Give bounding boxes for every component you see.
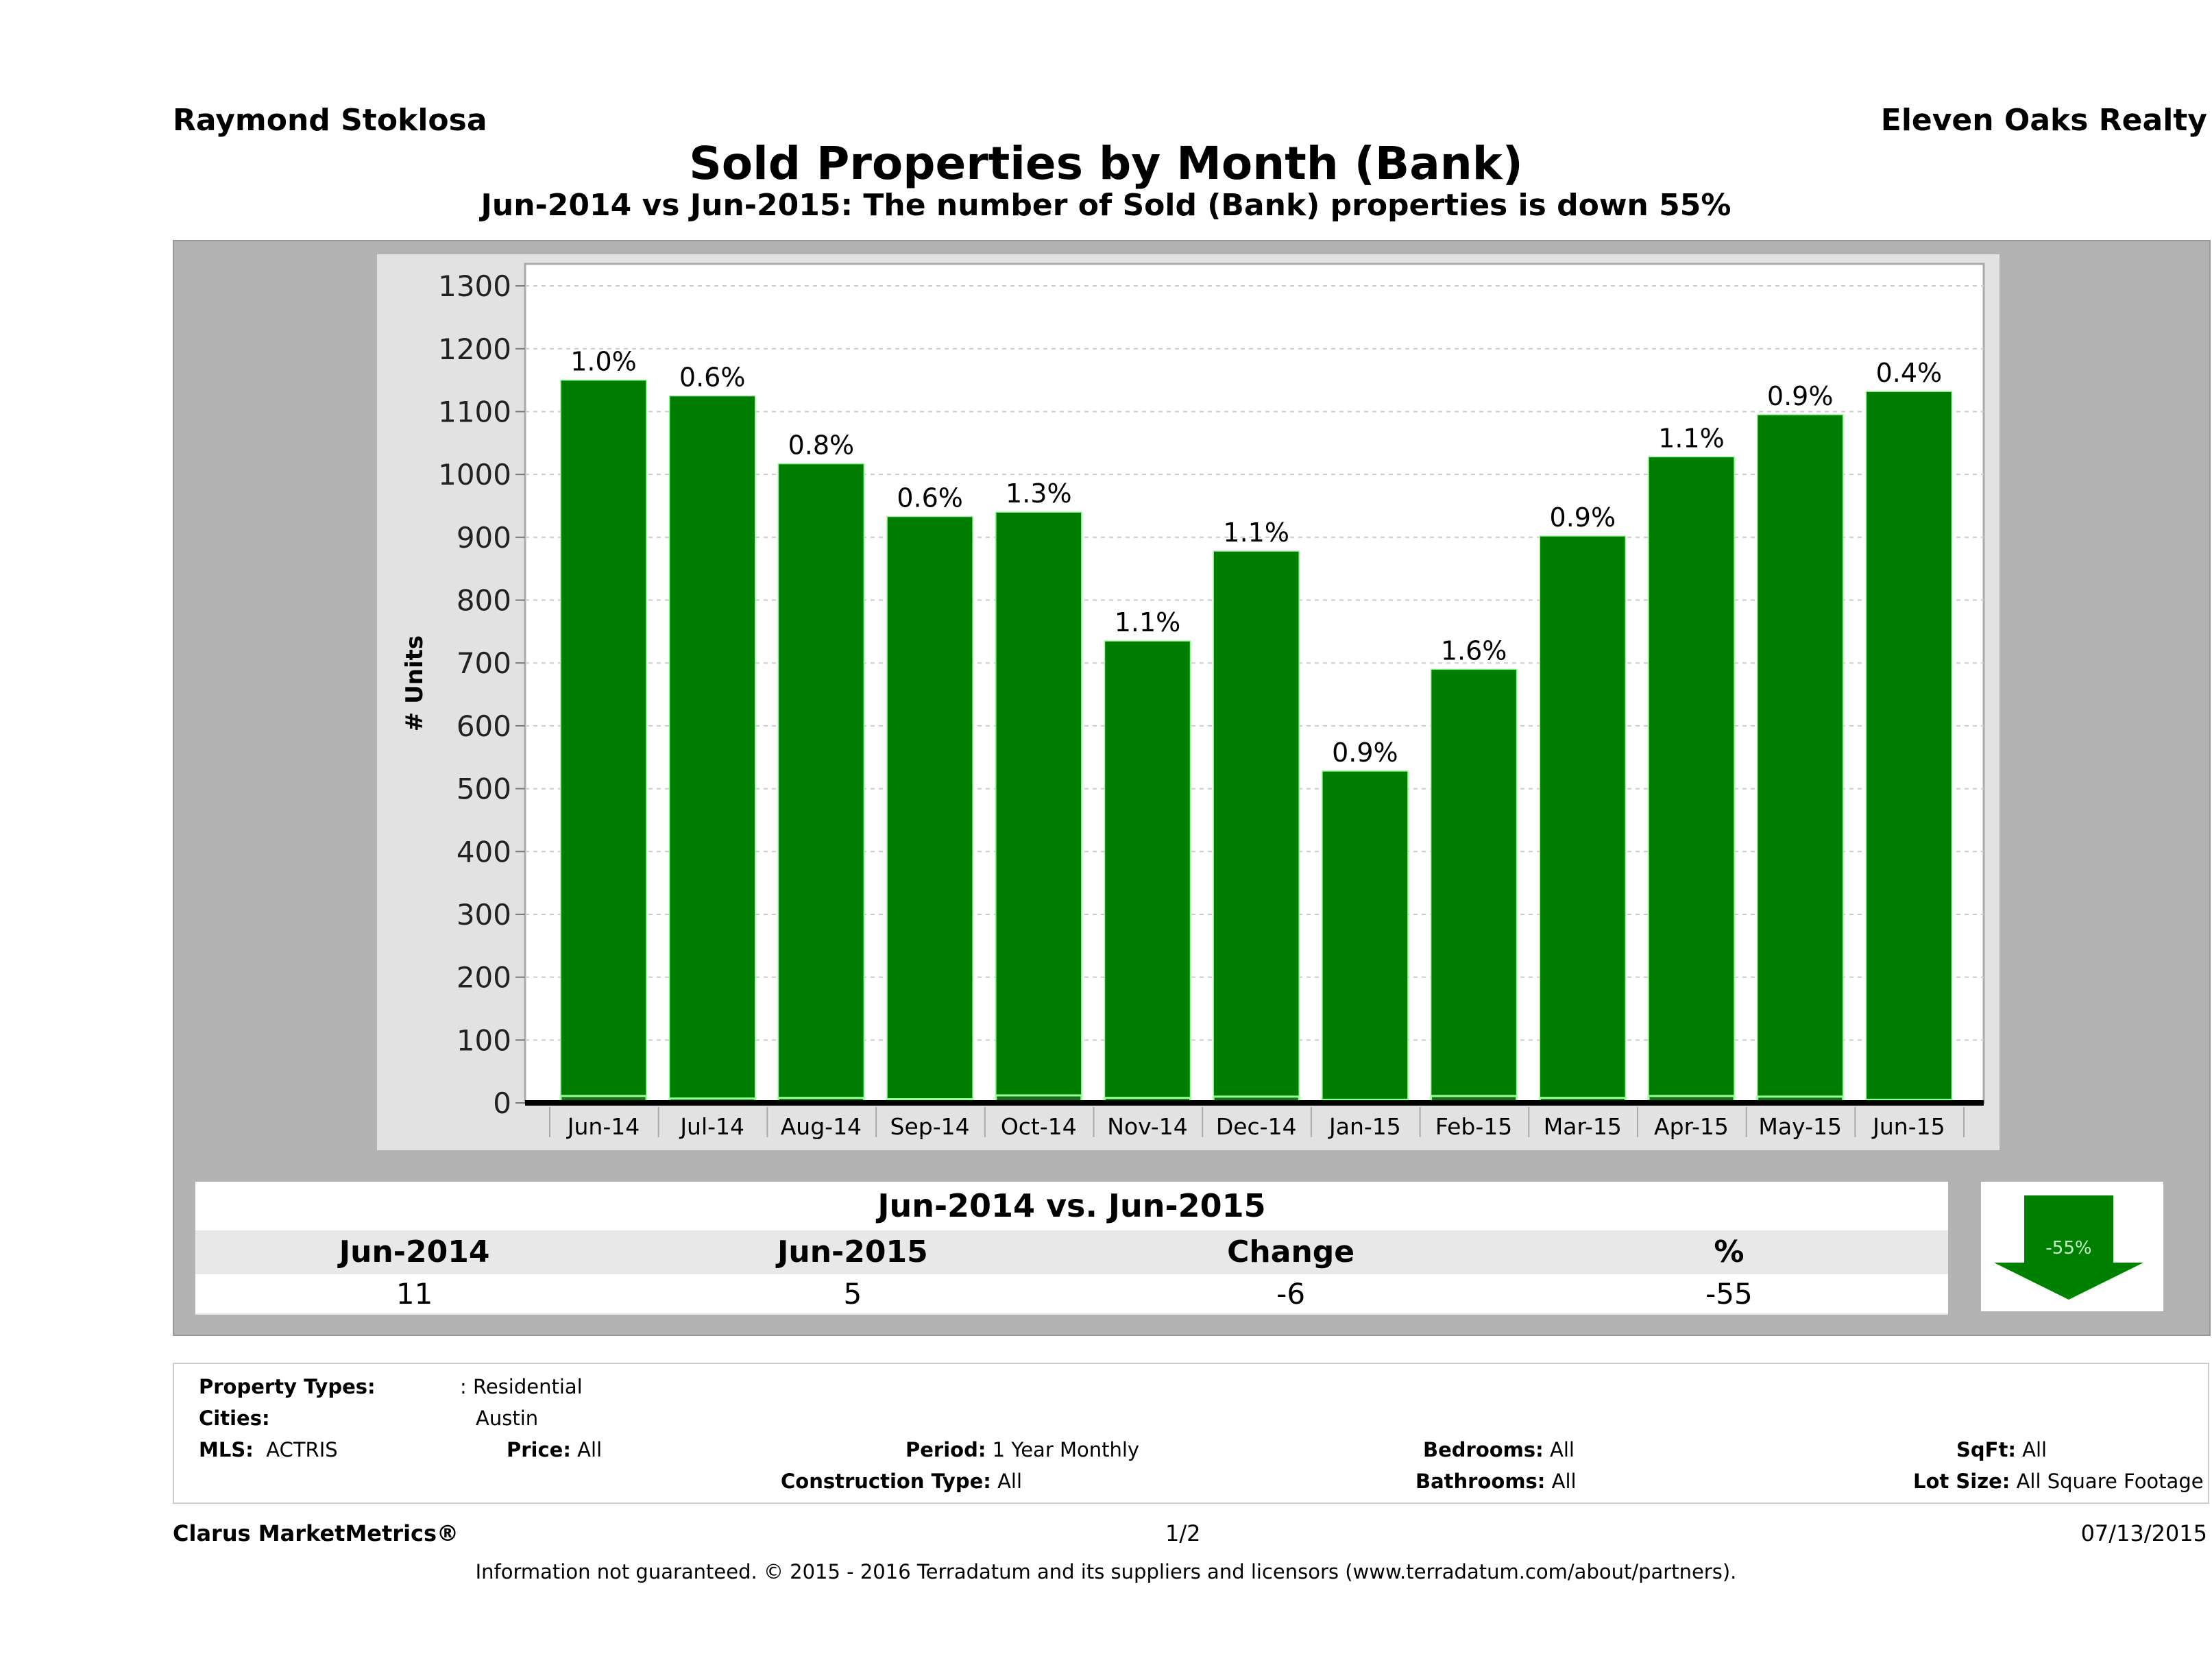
mls-label: MLS:: [199, 1438, 254, 1461]
data-label: 0.8%: [788, 430, 855, 461]
y-tick-label: 400: [457, 835, 511, 868]
bar-total: [1648, 456, 1735, 1104]
bar-total: [1865, 391, 1953, 1104]
y-tick-label: 1300: [438, 269, 511, 303]
bar-total: [1539, 535, 1627, 1104]
bar-total: [1213, 550, 1300, 1104]
header-percent: %: [1714, 1235, 1745, 1269]
value-jun-2015: 5: [843, 1277, 862, 1311]
report-date: 07/13/2015: [2080, 1520, 2207, 1546]
x-tick-label: Mar-15: [1544, 1113, 1622, 1140]
data-label: 1.1%: [1115, 607, 1181, 637]
x-tick-label: Nov-14: [1107, 1113, 1187, 1140]
data-label: 0.9%: [1550, 502, 1616, 533]
property-types-label: Property Types:: [199, 1375, 376, 1398]
x-tick-label: Sep-14: [890, 1113, 970, 1140]
y-tick-label: 100: [457, 1023, 511, 1057]
bar-total: [1756, 414, 1844, 1104]
bathrooms-value: All: [1551, 1470, 1577, 1493]
down-arrow-icon: -55%: [1994, 1195, 2143, 1300]
bar-total: [777, 463, 865, 1104]
y-axis-label: # Units: [401, 635, 428, 731]
x-tick-label: Jan-15: [1328, 1113, 1401, 1140]
data-label: 0.6%: [897, 483, 963, 513]
bar-total: [560, 379, 647, 1104]
y-tick-label: 700: [457, 646, 511, 680]
data-label: 1.6%: [1441, 635, 1507, 666]
cities-label: Cities:: [199, 1407, 270, 1430]
x-tick-label: Dec-14: [1216, 1113, 1297, 1140]
x-tick-label: Jun-14: [566, 1113, 640, 1140]
mls-value: ACTRIS: [266, 1438, 338, 1461]
filter-summary: Property Types: : Residential Cities: Au…: [173, 1363, 2209, 1504]
chart-title: Sold Properties by Month (Bank): [689, 137, 1523, 190]
change-indicator: -55%: [1981, 1182, 2163, 1311]
bathrooms-label: Bathrooms:: [1415, 1470, 1546, 1493]
arrow-label: -55%: [2045, 1238, 2091, 1258]
y-tick-label: 300: [457, 898, 511, 932]
disclaimer: Information not guaranteed. © 2015 - 201…: [475, 1560, 1737, 1583]
y-tick-label: 1000: [438, 458, 511, 491]
y-tick-label: 200: [457, 961, 511, 995]
data-label: 0.9%: [1332, 738, 1398, 768]
data-label: 0.6%: [679, 363, 746, 393]
price-value: All: [577, 1438, 603, 1461]
chart-area: 0 100 200 300 400 500 600 700 800 900 1000 1100 1200…: [377, 254, 2000, 1150]
period-value: 1 Year Monthly: [992, 1438, 1140, 1461]
x-tick-label: May-15: [1758, 1113, 1842, 1140]
page-number: 1/2: [1165, 1520, 1201, 1546]
y-tick-label: 1200: [438, 332, 511, 366]
data-label: 1.1%: [1658, 423, 1725, 453]
price-label: Price:: [507, 1438, 571, 1461]
x-tick-label: Apr-15: [1654, 1113, 1729, 1140]
lot-size-label: Lot Size:: [1913, 1470, 2010, 1493]
bar-total: [995, 511, 1082, 1104]
data-label: 1.3%: [1006, 478, 1072, 509]
y-tick-label: 0: [493, 1086, 511, 1120]
value-percent: -55: [1705, 1277, 1753, 1311]
x-tick-label: Feb-15: [1435, 1113, 1512, 1140]
y-tick-label: 1100: [438, 395, 511, 428]
cities-value: Austin: [476, 1407, 539, 1430]
comparison-title: Jun-2014 vs. Jun-2015: [877, 1187, 1266, 1224]
period-label: Period:: [906, 1438, 986, 1461]
y-tick-label: 500: [457, 773, 511, 806]
data-label: 0.9%: [1767, 381, 1834, 411]
x-tick-label: Jul-14: [679, 1113, 744, 1140]
bar-total: [1430, 668, 1518, 1104]
data-label: 1.0%: [570, 347, 637, 377]
data-label: 0.4%: [1876, 358, 1943, 388]
y-tick-label: 600: [457, 709, 511, 743]
bar-total: [1322, 770, 1409, 1104]
bedrooms-value: All: [1549, 1438, 1575, 1461]
construction-value: All: [997, 1470, 1023, 1493]
bar-total: [1104, 640, 1191, 1104]
bedrooms-label: Bedrooms:: [1423, 1438, 1544, 1461]
x-tick-label: Aug-14: [781, 1113, 862, 1140]
header-change: Change: [1227, 1235, 1355, 1269]
chart-subtitle: Jun-2014 vs Jun-2015: The number of Sold…: [481, 188, 1731, 223]
bar-total: [668, 395, 756, 1104]
y-tick-label: 900: [457, 521, 511, 555]
header-jun-2015: Jun-2015: [777, 1235, 928, 1269]
bar-total: [886, 515, 973, 1104]
value-change: -6: [1276, 1277, 1306, 1311]
construction-label: Construction Type:: [781, 1470, 991, 1493]
property-types-value: : Residential: [460, 1375, 583, 1398]
data-label: 1.1%: [1223, 518, 1289, 548]
header-jun-2014: Jun-2014: [339, 1235, 490, 1269]
comparison-table: Jun-2014 vs. Jun-2015 Jun-2014 Jun-2015 …: [195, 1182, 1948, 1315]
lot-size-value: All Square Footage: [2016, 1470, 2204, 1493]
brand-name: Clarus MarketMetrics®: [173, 1520, 459, 1546]
x-tick-label: Oct-14: [1001, 1113, 1077, 1140]
y-tick-label: 800: [457, 584, 511, 618]
sqft-value: All: [2022, 1438, 2047, 1461]
x-tick-label: Jun-15: [1871, 1113, 1945, 1140]
agent-name: Raymond Stoklosa: [173, 103, 487, 138]
value-jun-2014: 11: [396, 1277, 433, 1311]
company-name: Eleven Oaks Realty: [1880, 103, 2207, 138]
bar-chart: 0 100 200 300 400 500 600 700 800 900 1000 1100 1200…: [401, 263, 1985, 1140]
sqft-label: SqFt:: [1956, 1438, 2016, 1461]
